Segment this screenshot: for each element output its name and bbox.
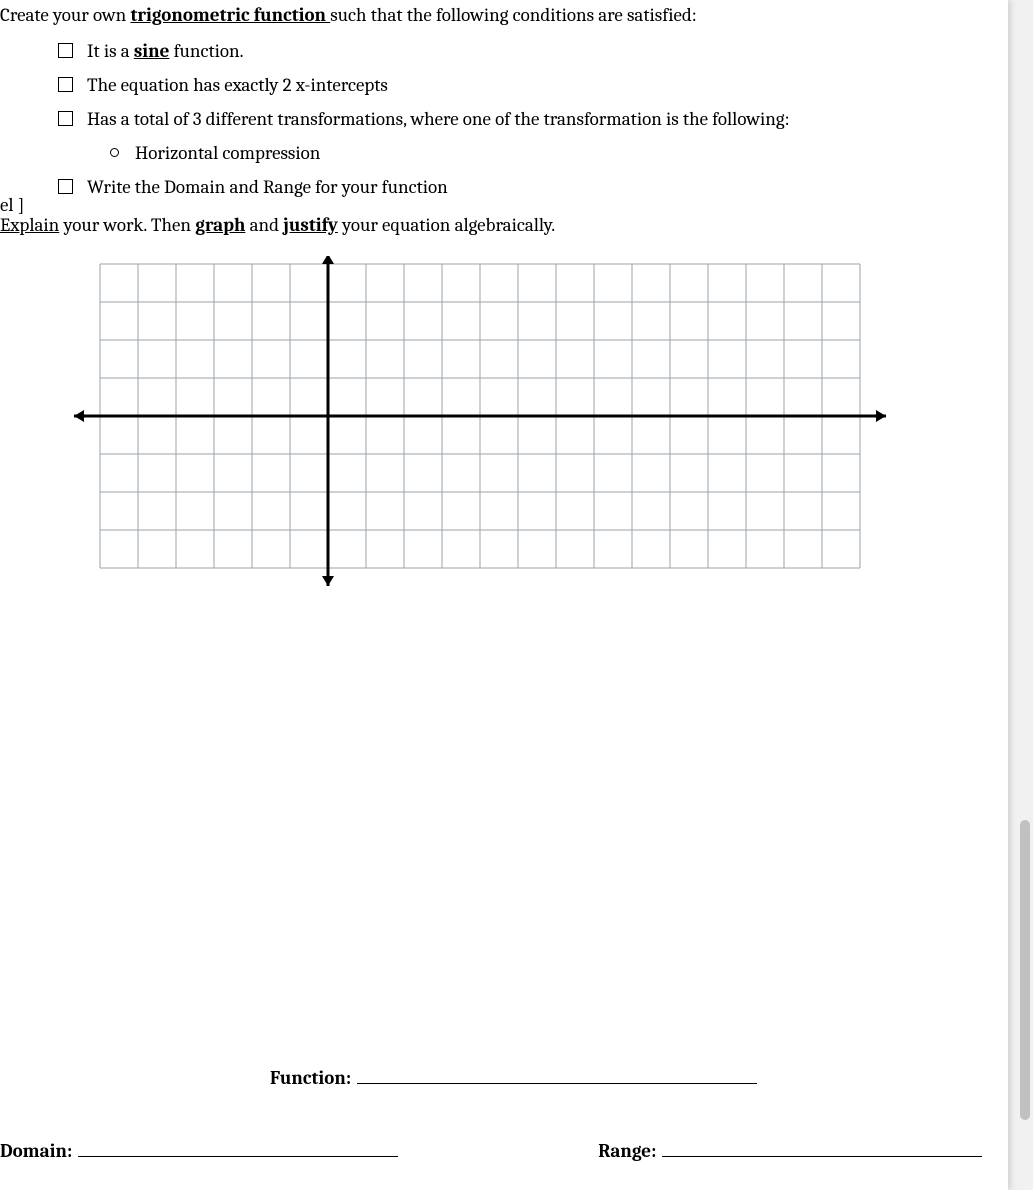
- domain-range-row: Domain: Range:: [0, 1136, 1000, 1162]
- c1-keyword: sine: [134, 40, 170, 62]
- checkbox-icon: [58, 111, 73, 126]
- condition-4: Write the Domain and Range for your func…: [0, 170, 1008, 204]
- checkbox-icon: [58, 43, 73, 58]
- explain-line: Explain your work. Then graph and justif…: [0, 204, 1008, 250]
- intro-prefix: Create your own: [0, 4, 130, 26]
- condition-3: Has a total of 3 different transformatio…: [0, 102, 1008, 136]
- condition-2-text: The equation has exactly 2 x-intercepts: [87, 74, 388, 96]
- explain-w6: your equation algebraically.: [338, 214, 555, 236]
- c1-prefix: It is a: [87, 40, 134, 62]
- circle-bullet-icon: [110, 148, 119, 157]
- graph-container: [0, 250, 1008, 598]
- range-blank: [662, 1136, 982, 1157]
- domain-blank: [78, 1136, 398, 1157]
- condition-2: The equation has exactly 2 x-intercepts: [0, 68, 1008, 102]
- checkbox-icon: [58, 77, 73, 92]
- blank-coordinate-grid: [60, 256, 900, 598]
- worksheet-page: Create your own trigonometric function s…: [0, 0, 1008, 1190]
- side-label: el ]: [0, 194, 24, 216]
- explain-w1: Explain: [0, 214, 59, 236]
- range-field: Range:: [598, 1136, 982, 1162]
- intro-line: Create your own trigonometric function s…: [0, 0, 1008, 34]
- function-field-row: Function:: [270, 1063, 757, 1089]
- intro-keyword: trigonometric function: [130, 4, 330, 26]
- explain-w5: justify: [283, 214, 338, 236]
- explain-w4: and: [245, 214, 283, 236]
- c1-suffix: function.: [169, 40, 243, 62]
- explain-w3: graph: [195, 214, 245, 236]
- function-blank: [357, 1063, 757, 1084]
- condition-4-text: Write the Domain and Range for your func…: [87, 176, 448, 198]
- scrollbar-thumb[interactable]: [1020, 820, 1030, 1120]
- range-label: Range:: [598, 1140, 656, 1162]
- condition-1: It is a sine function.: [0, 34, 1008, 68]
- explain-w2: your work. Then: [59, 214, 195, 236]
- condition-3-text: Has a total of 3 different transformatio…: [87, 108, 790, 130]
- function-label: Function:: [270, 1067, 351, 1089]
- condition-1-text: It is a sine function.: [87, 40, 244, 62]
- condition-3-sub-text: Horizontal compression: [135, 142, 320, 164]
- scrollbar-track[interactable]: [1017, 0, 1033, 1190]
- intro-suffix: such that the following conditions are s…: [330, 4, 697, 26]
- domain-label: Domain:: [0, 1140, 72, 1162]
- checkbox-icon: [58, 179, 73, 194]
- domain-field: Domain:: [0, 1136, 398, 1162]
- condition-3-sub: Horizontal compression: [0, 136, 1008, 170]
